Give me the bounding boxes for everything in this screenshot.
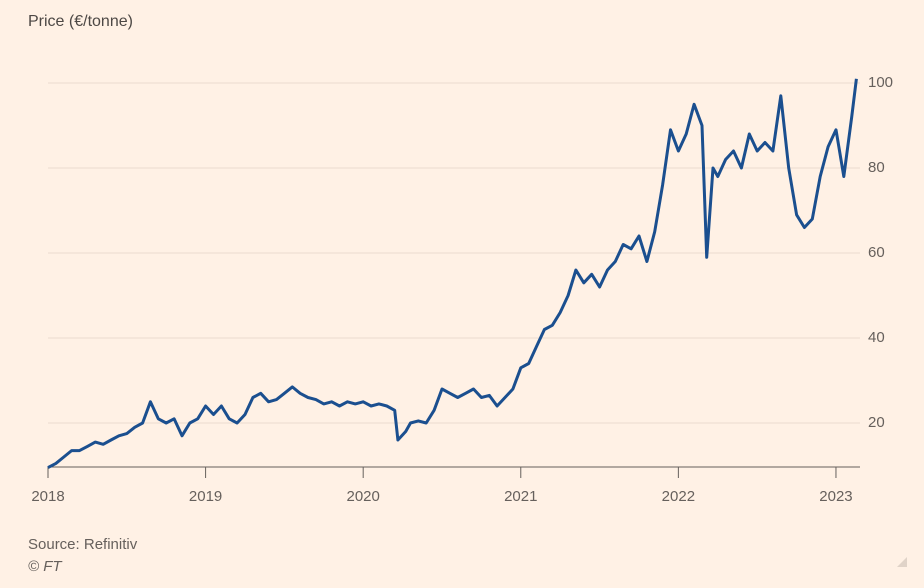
chart-title: Price (€/tonne): [28, 13, 133, 30]
resize-handle: [897, 557, 907, 567]
y-tick-label: 80: [868, 159, 885, 176]
y-tick-label: 20: [868, 414, 885, 431]
x-tick-label: 2020: [346, 488, 379, 505]
x-tick-label: 2022: [662, 488, 695, 505]
y-tick-label: 40: [868, 329, 885, 346]
x-tick-label: 2018: [31, 488, 64, 505]
x-tick-label: 2021: [504, 488, 537, 505]
y-tick-label: 100: [868, 74, 893, 91]
y-tick-label: 60: [868, 244, 885, 261]
x-tick-label: 2023: [819, 488, 852, 505]
price-line: [47, 78, 858, 469]
copyright: © FT: [28, 558, 63, 575]
x-tick-label: 2019: [189, 488, 222, 505]
source: Source: Refinitiv: [28, 536, 138, 553]
